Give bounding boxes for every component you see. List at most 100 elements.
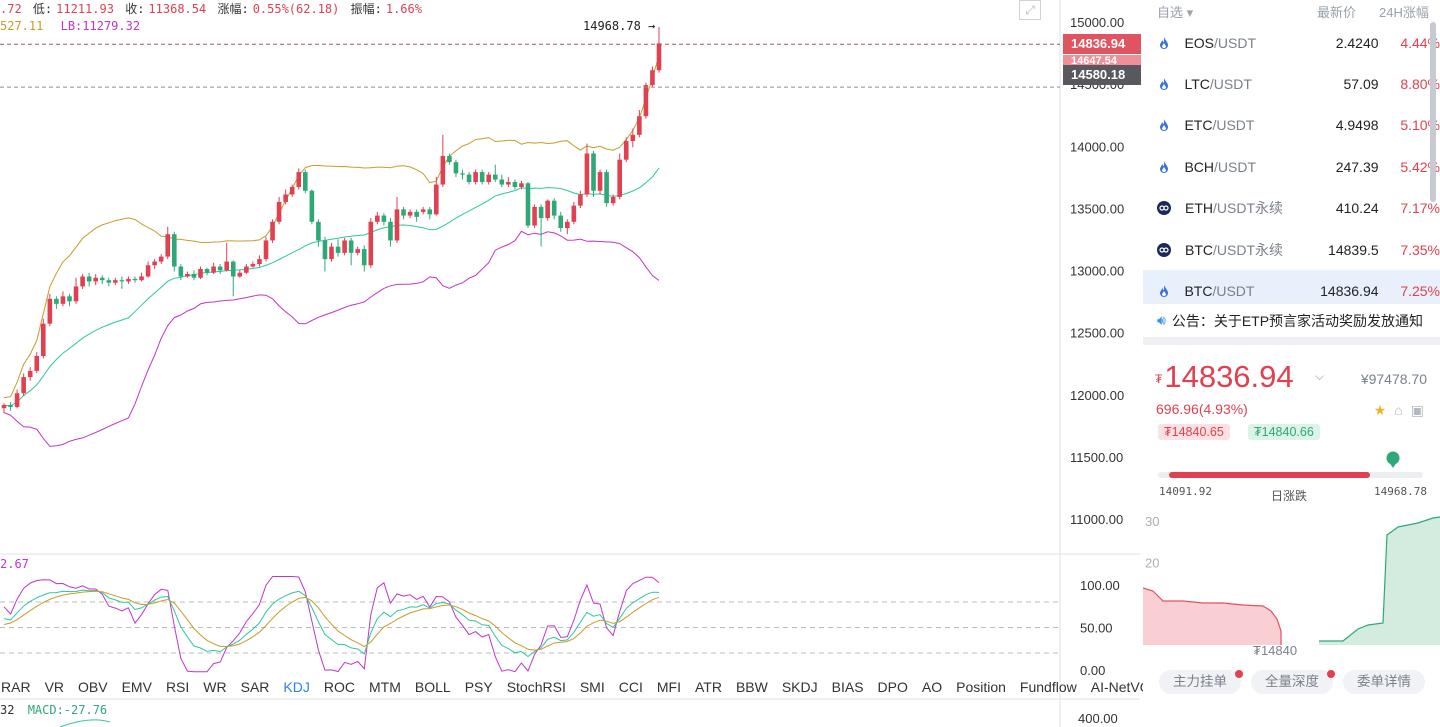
watchlist-row[interactable]: BTC/USDT 14836.94 7.25% bbox=[1143, 270, 1440, 303]
candle-body bbox=[407, 211, 413, 216]
ticker-actions: ★ ⌂ ▣ bbox=[1374, 402, 1424, 419]
indicator-tab-ao[interactable]: AO bbox=[921, 679, 943, 695]
indicator-tab-stochrsi[interactable]: StochRSI bbox=[506, 679, 566, 695]
candle-body bbox=[8, 405, 13, 407]
perp-icon bbox=[1157, 201, 1171, 216]
pair-quote: /USDT永续 bbox=[1213, 200, 1283, 217]
watchlist-row[interactable]: LTC/USDT 57.09 8.80% bbox=[1143, 63, 1440, 104]
watchlist-row[interactable]: ETC/USDT 4.9498 5.10% bbox=[1143, 105, 1440, 146]
price-tag-last: 14836.94 bbox=[1063, 34, 1141, 54]
indicator-tab-atr[interactable]: ATR bbox=[694, 679, 722, 695]
candle-body bbox=[217, 266, 223, 271]
candle-body bbox=[551, 200, 557, 216]
kdj-d-line bbox=[3, 590, 660, 651]
tab-main-orders[interactable]: 主力挂单 bbox=[1159, 670, 1243, 694]
indicator-tab-fundflow[interactable]: Fundflow bbox=[1019, 679, 1077, 695]
candle-body bbox=[506, 182, 511, 185]
indicator-tab-vr[interactable]: VR bbox=[44, 679, 65, 695]
perp-icon bbox=[1157, 242, 1171, 257]
pair-base: EOS bbox=[1184, 34, 1215, 51]
watchlist-scrollbar[interactable] bbox=[1430, 22, 1436, 202]
candle-body bbox=[165, 234, 171, 257]
indicator-tab-smi[interactable]: SMI bbox=[579, 679, 605, 695]
candle-body bbox=[250, 264, 256, 267]
candle-body bbox=[54, 298, 59, 304]
candle-body bbox=[191, 273, 197, 278]
indicator-tab-roc[interactable]: ROC bbox=[323, 679, 355, 695]
chevron-down-icon[interactable]: ⌵ bbox=[1315, 369, 1325, 383]
pair-price: 57.09 bbox=[1343, 76, 1379, 93]
indicator-tab-ai-netvol[interactable]: AI-NetVOL bbox=[1090, 679, 1159, 695]
candle-body bbox=[473, 172, 478, 183]
indicator-tab-dpo[interactable]: DPO bbox=[877, 679, 908, 695]
watchlist-rows: EOS/USDT 2.4240 4.44% LTC/USDT 57.09 8.80% ETC… bbox=[1143, 22, 1440, 303]
indicator-tab-skdj[interactable]: SKDJ bbox=[781, 679, 818, 695]
candle-body bbox=[322, 240, 328, 260]
candle-body bbox=[224, 261, 229, 271]
watchlist-change-header[interactable]: 24H涨幅 bbox=[1379, 4, 1429, 20]
candle-body bbox=[172, 234, 177, 267]
chart-area[interactable]: 15000.0014500.0014000.0013500.0013000.00… bbox=[0, 0, 1158, 727]
low-value: 11211.93 bbox=[56, 2, 114, 16]
boll-upper-line bbox=[3, 55, 660, 399]
candlestick-chart[interactable]: 15000.0014500.0014000.0013500.0013000.00… bbox=[0, 0, 1140, 727]
flame-icon bbox=[1157, 77, 1170, 91]
bell-icon[interactable]: ⌂ bbox=[1394, 402, 1403, 418]
indicator-tab-cci[interactable]: CCI bbox=[618, 679, 643, 695]
indicator-tab-boll[interactable]: BOLL bbox=[414, 679, 451, 695]
candle-body bbox=[34, 355, 40, 371]
kdj-k-line bbox=[3, 589, 660, 658]
watchlist-row[interactable]: EOS/USDT 2.4240 4.44% bbox=[1143, 22, 1440, 63]
indicator-tab-position[interactable]: Position bbox=[956, 679, 1006, 695]
candle-body bbox=[440, 155, 446, 185]
indicator-tab-sar[interactable]: SAR bbox=[240, 679, 270, 695]
candle-body bbox=[276, 201, 282, 222]
candle-body bbox=[420, 209, 426, 212]
boll-ub: 527.11 bbox=[0, 19, 44, 33]
depth-bid-line bbox=[1143, 587, 1282, 645]
indicator-tab-obv[interactable]: OBV bbox=[78, 679, 108, 695]
range-high: 14968.78 bbox=[1374, 485, 1427, 498]
candle-body bbox=[73, 286, 79, 302]
watchlist-row[interactable]: BCH/USDT 247.39 5.42% bbox=[1143, 146, 1440, 187]
candle-body bbox=[14, 393, 20, 407]
candle-body bbox=[578, 194, 583, 206]
share-icon[interactable]: ▣ bbox=[1410, 402, 1424, 418]
watchlist-price-header[interactable]: 最新价 bbox=[1317, 4, 1357, 20]
macd-line bbox=[59, 719, 111, 727]
bid-price: ₮14840.65 bbox=[1158, 424, 1230, 440]
star-icon[interactable]: ★ bbox=[1373, 402, 1387, 418]
indicator-tab-rar[interactable]: RAR bbox=[1, 679, 31, 695]
indicator-tab-mtm[interactable]: MTM bbox=[368, 679, 401, 695]
pair-change: 7.25% bbox=[1400, 283, 1440, 300]
candle-body bbox=[99, 277, 105, 281]
indicator-tab-emv[interactable]: EMV bbox=[121, 679, 152, 695]
tab-order-detail-label: 委单详情 bbox=[1357, 674, 1411, 689]
depth-chart[interactable]: 302010 bbox=[1143, 513, 1440, 653]
notify-dot bbox=[1327, 670, 1335, 678]
indicator-tab-mfi[interactable]: MFI bbox=[656, 679, 681, 695]
pair-change: 7.17% bbox=[1400, 200, 1440, 217]
announcement-bar[interactable]: 🔊︎ 公告：关于ETP预言家活动奖励发放通知 bbox=[1143, 303, 1440, 337]
indicator-tab-psy[interactable]: PSY bbox=[464, 679, 493, 695]
watchlist-row[interactable]: BTC/USDT永续 14839.5 7.35% bbox=[1143, 229, 1440, 270]
watchlist-row[interactable]: ETH/USDT永续 410.24 7.17% bbox=[1143, 188, 1440, 229]
pair-name: BTC/USDT永续 bbox=[1185, 240, 1285, 260]
tab-full-depth[interactable]: 全量深度 bbox=[1251, 670, 1335, 694]
candle-body bbox=[303, 172, 308, 191]
expand-icon[interactable]: ⤢ bbox=[1019, 0, 1041, 20]
pair-price: 247.39 bbox=[1335, 158, 1379, 175]
watchlist-filter[interactable]: 自选 ▾ bbox=[1157, 4, 1194, 20]
indicator-tab-kdj[interactable]: KDJ bbox=[283, 679, 310, 695]
indicator-tab-wr[interactable]: WR bbox=[203, 679, 227, 695]
candle-body bbox=[388, 221, 393, 241]
tab-full-depth-label: 全量深度 bbox=[1265, 674, 1319, 689]
candle-body bbox=[67, 296, 72, 302]
indicator-tab-bbw[interactable]: BBW bbox=[735, 679, 768, 695]
pair-name: BCH/USDT bbox=[1184, 159, 1284, 175]
indicator-tab-rsi[interactable]: RSI bbox=[165, 679, 190, 695]
candle-body bbox=[597, 172, 603, 191]
indicator-tab-bias[interactable]: BIAS bbox=[831, 679, 864, 695]
tab-order-detail[interactable]: 委单详情 bbox=[1343, 670, 1425, 694]
candle-body bbox=[244, 266, 249, 273]
